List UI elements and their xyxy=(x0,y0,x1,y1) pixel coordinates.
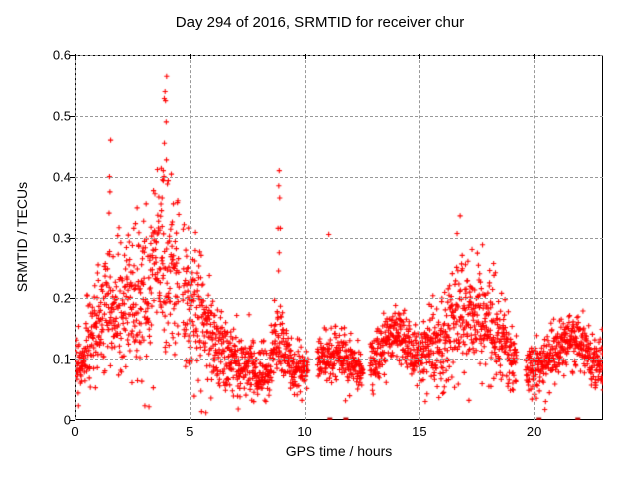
chart-title: Day 294 of 2016, SRMTID for receiver chu… xyxy=(0,14,640,31)
horizontal-gridline xyxy=(75,116,603,117)
horizontal-gridline xyxy=(75,298,603,299)
y-tick-label-0: 0 xyxy=(43,413,71,428)
x-tick-label-0: 0 xyxy=(71,424,78,439)
x-tick-mark xyxy=(534,54,535,59)
x-tick-label-20: 20 xyxy=(527,424,541,439)
x-tick-mark xyxy=(75,54,76,59)
x-tick-label-5: 5 xyxy=(186,424,193,439)
plot-area: 0 5 10 15 20 0 0.1 0.2 0.3 0.4 0.5 0.6 xyxy=(75,55,603,420)
x-tick-mark xyxy=(419,54,420,59)
x-tick-label-10: 10 xyxy=(297,424,311,439)
horizontal-gridline xyxy=(75,238,603,239)
x-tick-label-15: 15 xyxy=(412,424,426,439)
horizontal-gridline xyxy=(75,359,603,360)
y-tick-label-0.1: 0.1 xyxy=(43,352,71,367)
x-tick-mark xyxy=(190,54,191,59)
y-tick-label-0.6: 0.6 xyxy=(43,48,71,63)
chart-container: Day 294 of 2016, SRMTID for receiver chu… xyxy=(0,0,640,480)
y-tick-label-0.3: 0.3 xyxy=(43,230,71,245)
y-axis-label: SRMTID / TECUs xyxy=(14,182,30,292)
y-tick-label-0.4: 0.4 xyxy=(43,169,71,184)
y-tick-label-0.5: 0.5 xyxy=(43,108,71,123)
y-tick-label-0.2: 0.2 xyxy=(43,291,71,306)
x-axis-label: GPS time / hours xyxy=(75,443,603,459)
horizontal-gridline xyxy=(75,177,603,178)
horizontal-gridline xyxy=(75,55,603,56)
x-tick-mark xyxy=(305,54,306,59)
